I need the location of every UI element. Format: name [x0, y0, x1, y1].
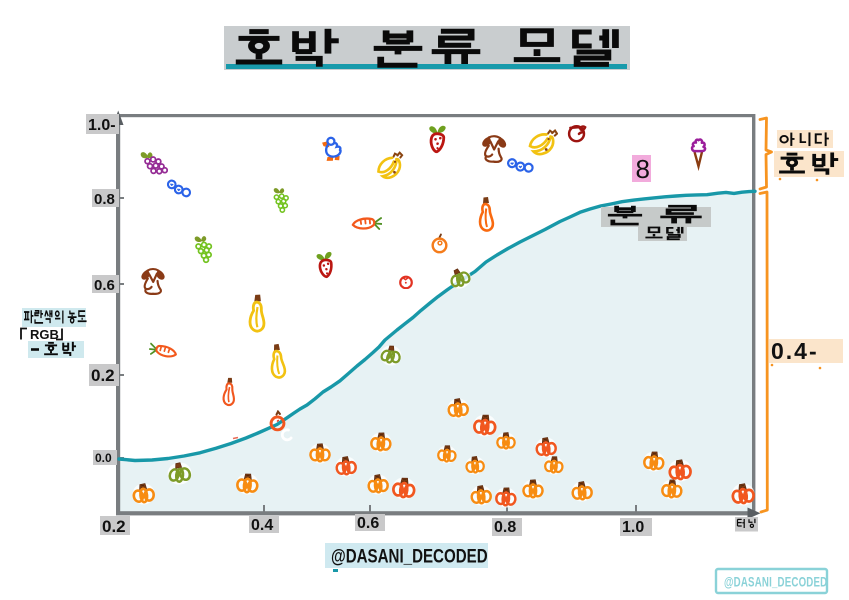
svg-text:0.8: 0.8: [94, 191, 115, 208]
svg-text:@DASANI_DECODED: @DASANI_DECODED: [724, 574, 827, 590]
svg-text:1.0-: 1.0-: [88, 117, 116, 134]
svg-text:0.4-: 0.4-: [771, 338, 819, 364]
svg-text:0.6: 0.6: [357, 515, 379, 532]
svg-text:RGB: RGB: [30, 327, 59, 342]
svg-text:0.6: 0.6: [94, 277, 115, 294]
svg-text:0.2: 0.2: [91, 366, 115, 385]
svg-text:0.2: 0.2: [102, 517, 126, 536]
svg-text:0.4: 0.4: [251, 517, 273, 534]
svg-text:0.8: 0.8: [494, 519, 516, 536]
svg-text:0.0: 0.0: [95, 451, 112, 465]
svg-text:8: 8: [636, 154, 650, 184]
svg-text:@DASANI_DECODED: @DASANI_DECODED: [331, 545, 488, 567]
svg-text:1.0: 1.0: [622, 519, 644, 536]
